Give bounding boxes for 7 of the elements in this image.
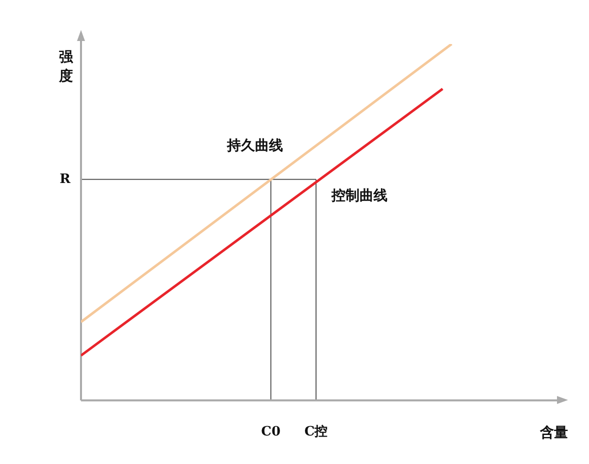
x-axis-title: 含量 [539, 425, 568, 442]
ref-line-label: R [60, 172, 71, 187]
series-label: 控制曲线 [330, 188, 388, 204]
x-tick-label: C0 [261, 424, 281, 440]
x-tick-label: C控 [304, 424, 328, 440]
series-label: 持久曲线 [226, 138, 284, 154]
y-axis-title: 强度 [58, 50, 74, 85]
